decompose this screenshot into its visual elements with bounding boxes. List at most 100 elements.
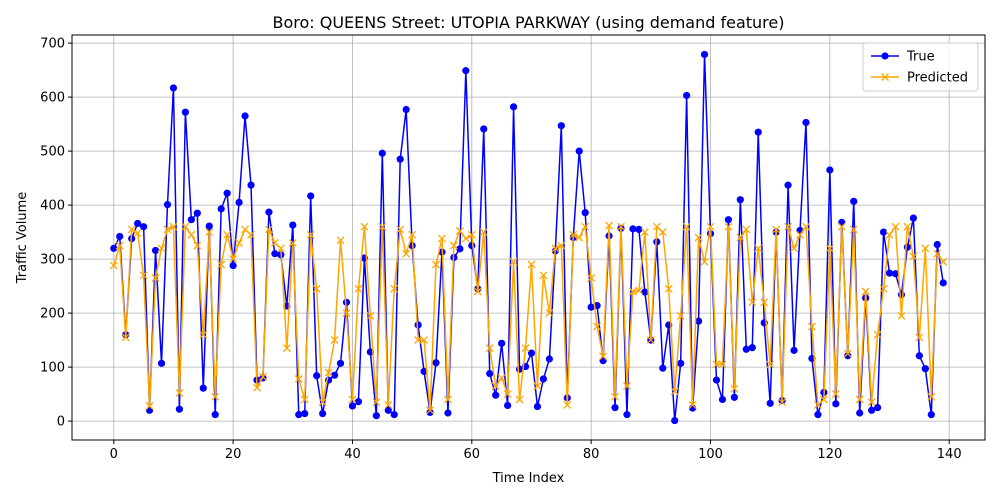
data-point [527, 260, 536, 269]
data-point [730, 384, 739, 393]
x-tick-label: 140 [937, 447, 962, 462]
data-point [432, 359, 440, 367]
data-point [473, 287, 482, 296]
data-point [414, 321, 422, 329]
data-point [939, 279, 947, 287]
data-point [683, 91, 691, 100]
data-point [342, 309, 351, 318]
data-point [384, 406, 392, 414]
data-point [557, 122, 565, 130]
data-point [736, 196, 744, 204]
y-tick-label: 700 [40, 37, 65, 52]
data-point [444, 409, 452, 417]
data-point [593, 322, 602, 331]
data-point [116, 232, 124, 241]
data-point [378, 149, 386, 157]
data-point [724, 222, 733, 231]
data-point [891, 270, 900, 278]
data-point [336, 359, 345, 367]
data-point [163, 200, 172, 209]
data-point [342, 298, 351, 306]
data-point [837, 222, 846, 231]
data-point [694, 233, 703, 242]
data-point [229, 261, 237, 270]
y-tick-label: 600 [40, 91, 65, 106]
legend-entry-predicted: Predicted [871, 71, 968, 86]
data-point [903, 243, 912, 251]
data-point [909, 252, 918, 261]
data-point [461, 234, 470, 243]
y-tick-label: 300 [40, 253, 65, 268]
legend: True Predicted [862, 42, 979, 92]
x-tick-label: 40 [344, 447, 361, 462]
data-point [879, 284, 888, 293]
x-tick-label: 20 [225, 447, 242, 462]
data-point [181, 222, 190, 231]
data-point [897, 291, 906, 299]
data-point [659, 364, 667, 372]
data-point [915, 352, 923, 360]
data-point [288, 238, 297, 247]
data-point [264, 225, 273, 234]
data-point [360, 222, 369, 231]
data-point [563, 400, 572, 409]
data-point [312, 284, 321, 293]
data-point [682, 222, 691, 231]
data-point [480, 125, 488, 133]
data-point [850, 197, 858, 205]
data-point [712, 360, 721, 369]
data-point [623, 382, 631, 390]
data-point [115, 241, 124, 250]
legend-marker [881, 52, 889, 60]
data-point [527, 349, 536, 357]
data-point [712, 376, 721, 384]
data-point [354, 284, 363, 293]
data-point [903, 222, 912, 231]
data-point [742, 225, 751, 234]
data-point [319, 409, 327, 418]
data-point [897, 311, 906, 320]
data-point [151, 246, 160, 255]
data-point [515, 395, 524, 404]
data-point [885, 269, 894, 277]
data-point [831, 390, 840, 399]
data-point [157, 244, 166, 253]
series-layer [109, 50, 948, 425]
data-point [223, 189, 231, 197]
data-point [408, 230, 417, 239]
data-point [545, 309, 554, 318]
data-point [772, 225, 781, 234]
data-point [134, 219, 142, 228]
data-point [217, 205, 225, 213]
data-point [635, 225, 643, 233]
data-point [247, 230, 255, 239]
series-predicted [109, 221, 948, 415]
data-point [849, 225, 858, 234]
data-point [211, 392, 220, 401]
data-point [205, 228, 214, 237]
data-point [193, 241, 202, 250]
data-point [551, 244, 560, 253]
data-point [509, 103, 518, 111]
data-point [909, 214, 917, 222]
data-point [241, 112, 249, 120]
data-point [539, 375, 548, 383]
data-point [802, 222, 810, 231]
data-point [671, 416, 679, 425]
data-point [145, 402, 154, 410]
data-point [629, 225, 637, 233]
y-tick-label: 400 [40, 199, 65, 214]
data-point [455, 227, 464, 235]
data-point [611, 404, 619, 412]
series-line-true [113, 53, 944, 422]
data-point [163, 225, 172, 234]
data-point [133, 229, 142, 238]
data-point [139, 271, 148, 280]
data-point [653, 238, 661, 246]
data-point [348, 402, 357, 410]
data-point [205, 222, 213, 230]
data-point [628, 287, 637, 296]
data-point [646, 336, 655, 345]
data-point [169, 84, 178, 92]
